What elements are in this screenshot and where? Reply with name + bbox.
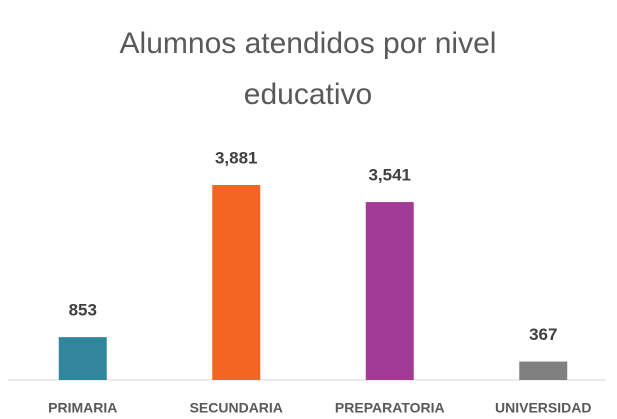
bar [519,361,568,380]
x-tick-label: PREPARATORIA [335,400,445,416]
data-label: 3,541 [368,166,411,185]
x-tick-label: SECUNDARIA [190,400,283,416]
bar [212,184,261,380]
chart-title: Alumnos atendidos por nivel educativo [119,27,497,111]
x-tick-label: PRIMARIA [48,400,117,416]
data-label: 367 [529,325,557,344]
data-label: 853 [69,301,97,320]
bar [365,202,414,380]
data-label: 3,881 [215,148,258,167]
x-tick-label: UNIVERSIDAD [495,400,591,416]
bar [58,337,107,380]
